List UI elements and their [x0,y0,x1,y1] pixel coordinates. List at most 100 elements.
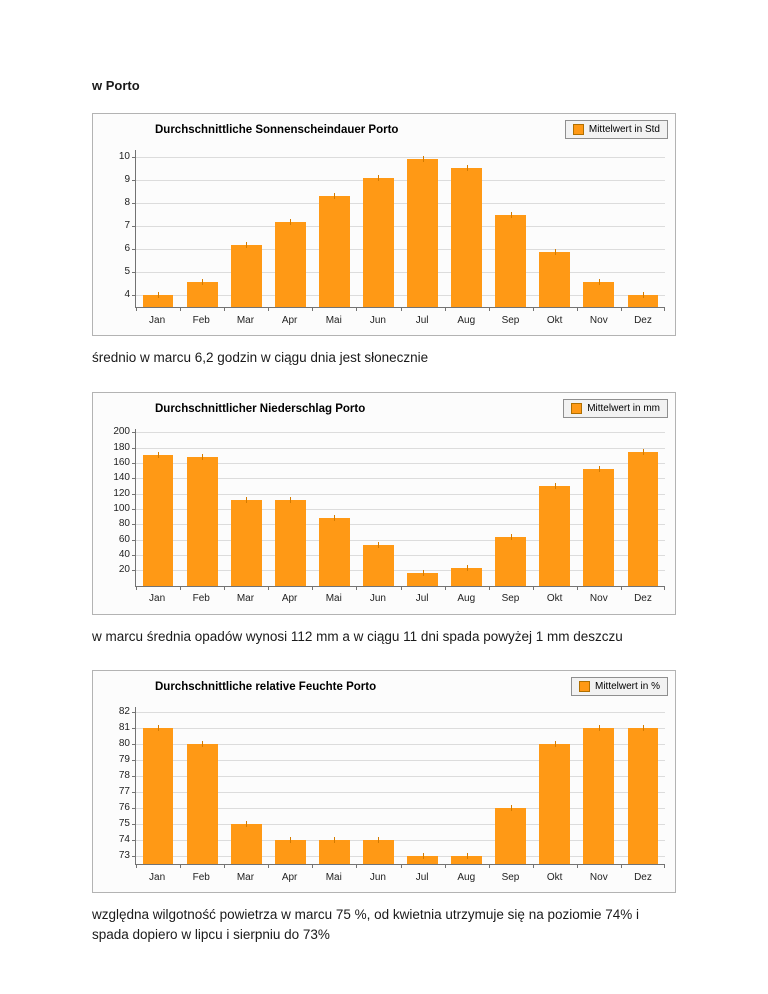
bar-jan [142,295,174,307]
gridline [136,447,665,449]
x-tick-mark [576,585,578,590]
x-axis-label: Jun [369,871,386,883]
y-tick-mark [132,840,136,842]
y-tick-mark [132,432,136,434]
gridline [136,539,665,541]
chart-title: Durchschnittlicher Niederschlag Porto [155,402,366,415]
y-tick-mark [132,156,136,158]
caption-sunshine: średnio w marcu 6,2 godzin w ciągu dnia … [92,350,429,365]
bar-apr [274,499,306,586]
y-tick-mark [132,554,136,556]
y-tick-mark [132,824,136,826]
chart-legend: Mittelwert in Std [564,120,668,139]
bar-mar [230,824,262,865]
bar-mar [230,244,262,307]
x-axis-label: Mar [236,593,255,605]
bar-okt [539,251,571,307]
bar-mean-marker [466,165,468,172]
bar-feb [186,456,218,586]
x-axis-label: Feb [192,871,210,883]
bar-nov [583,469,615,586]
bar-jun [363,177,394,307]
x-axis-label: Mai [325,593,342,605]
y-tick-mark [132,447,136,449]
bar-mean-marker [422,569,424,576]
x-tick-mark [620,307,622,311]
bar-mean-marker [510,211,512,218]
y-axis-label: 80 [118,518,130,530]
y-axis-label: 60 [118,533,130,545]
gridline [136,792,665,794]
legend-swatch-icon [578,681,590,693]
x-axis-label: Jul [415,314,429,326]
plot-area: 20 40 60 80 100 120 140 160 180 200 [113,426,665,590]
y-axis-label: 180 [113,441,130,453]
bar-mai [318,840,350,865]
x-tick-mark [444,864,446,869]
legend-label: Mittelwert in Std [588,124,660,135]
x-tick-mark [664,307,665,311]
y-axis-label: 7 [124,220,130,232]
y-tick-mark [132,508,136,510]
x-axis-label: Nov [589,871,608,883]
x-tick-mark [312,307,314,311]
bar-mean-marker [554,248,556,255]
gridline [136,776,665,777]
y-axis-label: 200 [113,426,130,438]
bar-mean-marker [334,515,336,522]
x-axis-label: Mar [236,871,255,883]
gridline [136,508,665,510]
plot-area: 4 5 6 7 8 9 10 [119,150,665,311]
x-tick-mark [488,864,490,869]
y-tick-mark [132,249,136,251]
x-tick-mark [312,864,314,869]
gridline [136,249,665,251]
gridline [136,463,665,465]
x-tick-mark [180,864,182,869]
gridline [136,824,665,826]
x-axis-label: Jan [149,871,166,883]
y-tick-mark [132,180,136,181]
bar-aug [451,168,483,307]
bar-jun [363,840,394,865]
x-tick-mark [356,585,358,590]
bar-feb [186,281,218,307]
x-axis-label: Jun [369,593,386,605]
x-axis-labels: Jan Feb Mar Apr Mai Jun Jul Aug Sep Okt Nov Dez [135,310,665,330]
x-axis-label: Okt [546,593,563,605]
humidity-chart-panel: Durchschnittliche relative Feuchte Porto… [92,670,676,894]
bar-mean-marker [598,466,600,473]
x-axis-label: Jun [369,314,386,326]
bar-dez [627,295,659,307]
x-tick-mark [532,307,534,311]
y-axis-label: 100 [113,502,130,514]
x-axis-label: Aug [457,314,476,326]
x-axis-label: Okt [546,314,563,326]
x-axis-label: Sep [501,314,520,326]
x-axis-label: Nov [589,593,608,605]
x-axis-label: Dez [634,314,652,326]
bar-dez [627,727,659,865]
bar-sep [495,808,527,865]
x-tick-mark [180,307,182,311]
legend-label: Mittelwert in mm [587,402,660,414]
bar-mean-marker [202,740,204,747]
bar-mean-marker [642,448,644,455]
x-tick-mark [444,307,446,311]
bar-apr [274,221,306,307]
x-tick-mark [356,307,358,311]
bar-mean-marker [598,724,600,731]
x-axis-label: Jan [149,314,166,326]
x-axis-label: Aug [457,871,476,883]
x-axis-label: Sep [501,593,520,605]
chart-header: Durchschnittliche relative Feuchte Porto… [93,671,675,703]
x-tick-mark [620,864,622,869]
y-axis-label: 120 [113,487,130,499]
gridline [136,759,665,761]
y-axis-label: 8 [124,197,130,209]
x-axis-label: Dez [634,593,652,605]
y-axis-label: 79 [118,753,130,765]
bar-mean-marker [598,278,600,285]
y-tick-mark [132,272,136,274]
bar-mean-marker [158,452,160,459]
